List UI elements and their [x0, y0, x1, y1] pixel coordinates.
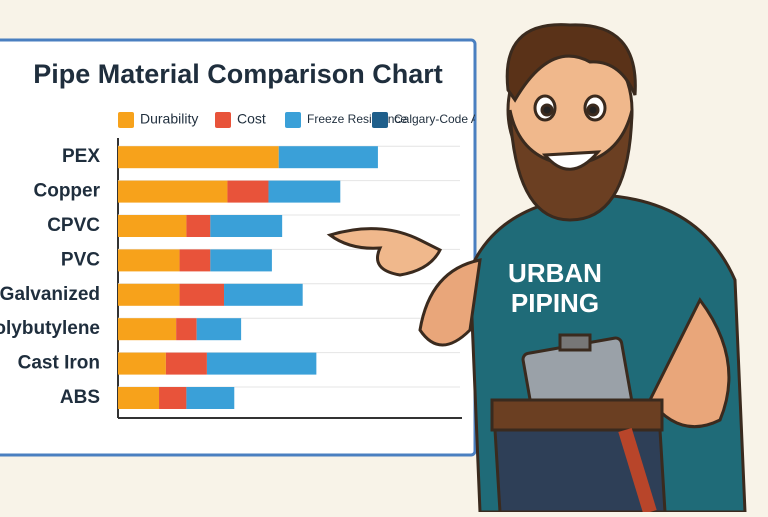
y-tick-label: ABS	[60, 387, 100, 408]
y-tick-label: PEX	[62, 146, 100, 167]
bar-segment	[186, 387, 235, 409]
bar-segment	[179, 283, 225, 306]
shirt-word: PIPING	[511, 288, 599, 318]
legend-swatch	[285, 112, 301, 128]
legend-swatch	[118, 112, 134, 128]
y-tick-label: Galvanized	[0, 284, 100, 305]
legend-swatch	[215, 112, 231, 128]
bar-segment	[118, 249, 180, 272]
bar-segment	[159, 387, 187, 409]
bar-segment	[227, 180, 269, 203]
bar-segment	[118, 283, 180, 306]
bar-segment	[165, 352, 207, 375]
legend-label: Durability	[140, 111, 198, 127]
bar-segment	[118, 318, 177, 341]
shirt-word: URBAN	[508, 258, 602, 288]
bar-segment	[118, 215, 187, 237]
y-tick-label: PVC	[61, 249, 100, 270]
bar-segment	[176, 318, 197, 341]
chart-title: Pipe Material Comparison Chart	[33, 59, 443, 89]
bar-segment	[278, 146, 378, 169]
bar-segment	[179, 249, 211, 272]
legend-swatch	[372, 112, 388, 128]
bar-segment	[118, 146, 279, 169]
legend-label: Calgary-Code Apprd	[394, 112, 503, 126]
y-tick-label: CPVC	[47, 215, 100, 236]
bar-segment	[118, 180, 228, 203]
bar-segment	[268, 180, 341, 203]
bar-segment	[186, 215, 211, 237]
bar-segment	[118, 387, 160, 409]
bar-segment	[224, 283, 303, 306]
y-tick-label: Cast Iron	[18, 353, 100, 374]
y-tick-label: Polybutylene	[0, 318, 100, 339]
bar-segment	[206, 352, 317, 375]
legend-label: Cost	[237, 111, 266, 127]
y-tick-label: Copper	[34, 181, 101, 202]
bar-segment	[210, 215, 283, 237]
bar-segment	[196, 318, 242, 341]
bar-segment	[118, 352, 166, 375]
mascot	[326, 23, 747, 515]
bar-segment	[210, 249, 272, 272]
chart: Pipe Material Comparison Chart Durabilit…	[0, 59, 503, 419]
legend-label: Freeze Resistance	[307, 112, 407, 126]
